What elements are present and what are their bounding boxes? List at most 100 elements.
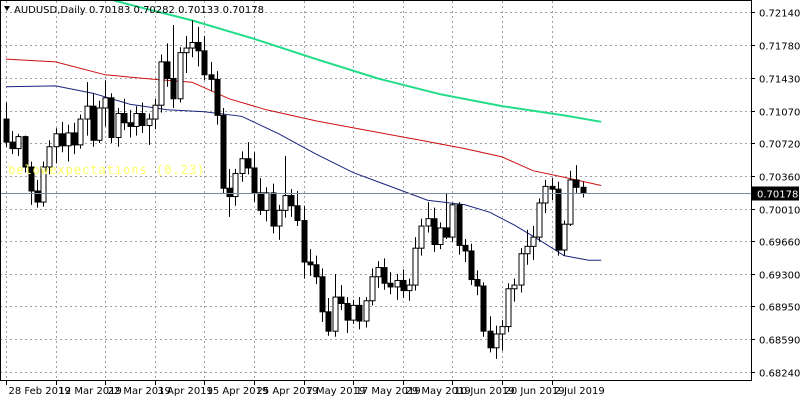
candle (511, 278, 518, 302)
candle (15, 133, 22, 156)
candle-body-bear (34, 190, 41, 203)
candle-body-bull (15, 136, 22, 150)
candle-body-bear (195, 42, 202, 52)
candle-body-bull (263, 192, 270, 211)
candle (177, 47, 184, 103)
candle-body-bull (133, 113, 140, 127)
y-tick-label: 0.71780 (759, 42, 800, 53)
candle (183, 36, 190, 73)
candle-body-bull (102, 97, 109, 109)
candle-body-bear (288, 195, 295, 207)
candle (232, 168, 239, 206)
candle-body-bear (214, 78, 221, 116)
candle (313, 255, 320, 285)
candle-body-bear (201, 50, 208, 76)
candle-body-bull (449, 204, 456, 238)
candle (65, 124, 72, 162)
candle-body-bull (363, 300, 370, 322)
candle-body-bear (170, 77, 177, 100)
candle-body-bull (418, 225, 425, 249)
candle (338, 285, 345, 310)
candle-body-bull (437, 227, 444, 245)
candle-body-bear (208, 74, 215, 80)
candle-body-bear (356, 304, 363, 322)
candle-body-bull (146, 118, 153, 127)
candle-body-bull (177, 52, 184, 100)
candle-body-bull (84, 105, 91, 120)
candle (3, 102, 10, 147)
candle (332, 274, 339, 337)
candle-body-bear (468, 250, 475, 281)
candle-body-bull (530, 236, 537, 247)
candle-body-bull (96, 107, 103, 141)
candle (158, 54, 165, 113)
candle-body-bull (332, 296, 339, 332)
candle-body-bear (257, 192, 264, 211)
candle-body-bear (549, 185, 556, 190)
candle (282, 155, 289, 218)
candle-body-bull (158, 61, 165, 106)
plot-frame (0, 0, 752, 381)
x-tick-label: 12 Mar 2019 (59, 386, 122, 397)
candle-body-bear (580, 186, 587, 194)
candle-body-bear (294, 205, 301, 222)
candle (301, 205, 308, 279)
candle-body-bull (183, 47, 190, 54)
candle-body-bear (9, 141, 16, 150)
candle-body-bear (325, 311, 332, 332)
candle (208, 61, 215, 92)
candle-body-bull (282, 195, 289, 211)
candle (294, 191, 301, 227)
candle (46, 140, 53, 175)
candle-body-bull (524, 245, 531, 255)
candle-body-bear (431, 218, 438, 245)
x-tick-label: 10 Jun 2019 (455, 386, 515, 397)
candle (375, 261, 382, 288)
candle-body-bear (573, 179, 580, 188)
candle (480, 282, 487, 337)
candle-body-bull (425, 218, 432, 227)
candle (468, 243, 475, 286)
collapse-triangle-icon[interactable] (4, 6, 10, 11)
candle-body-bear (443, 227, 450, 238)
candle (146, 113, 153, 145)
candle-body-bear (71, 132, 78, 146)
candle-body-bear (313, 264, 320, 278)
candle-body-bear (301, 220, 308, 263)
candle (139, 102, 146, 133)
candle-body-bull (350, 304, 357, 321)
ma-slow-line (108, 0, 602, 123)
candle (443, 192, 450, 239)
candle (400, 269, 407, 298)
candle (226, 168, 233, 217)
candle-body-bull (375, 267, 382, 278)
candle (369, 268, 376, 306)
overlay-annotation: belowexpectations (0.23) (8, 163, 205, 177)
x-tick-label: 20 Jun 2019 (505, 386, 565, 397)
candle-body-bull (40, 166, 47, 203)
candle-body-bear (251, 167, 258, 194)
candle (536, 198, 543, 242)
candle-body-bear (400, 279, 407, 292)
candle-body-bull (518, 253, 525, 286)
symbol-timeframe: AUDUSD,Daily (14, 5, 86, 16)
candle-body-bear (338, 296, 345, 305)
y-tick-label: 0.69300 (759, 271, 800, 282)
candle (201, 36, 208, 81)
y-tick-label: 0.68950 (759, 303, 800, 314)
candle-body-bear (139, 113, 146, 127)
ohlc-values: 0.70183 0.70282 0.70133 0.70178 (89, 5, 264, 16)
candle (257, 178, 264, 215)
candle (108, 93, 115, 144)
candle (449, 202, 456, 242)
candle (573, 165, 580, 193)
candle (53, 128, 60, 164)
y-tick-label: 0.71430 (759, 75, 800, 86)
candle-body-bull (53, 133, 60, 148)
candle-body-bull (511, 284, 518, 290)
current-price-label: 0.70178 (757, 190, 798, 201)
candle (487, 316, 494, 353)
y-tick-label: 0.68240 (759, 369, 800, 380)
candle (474, 270, 481, 296)
